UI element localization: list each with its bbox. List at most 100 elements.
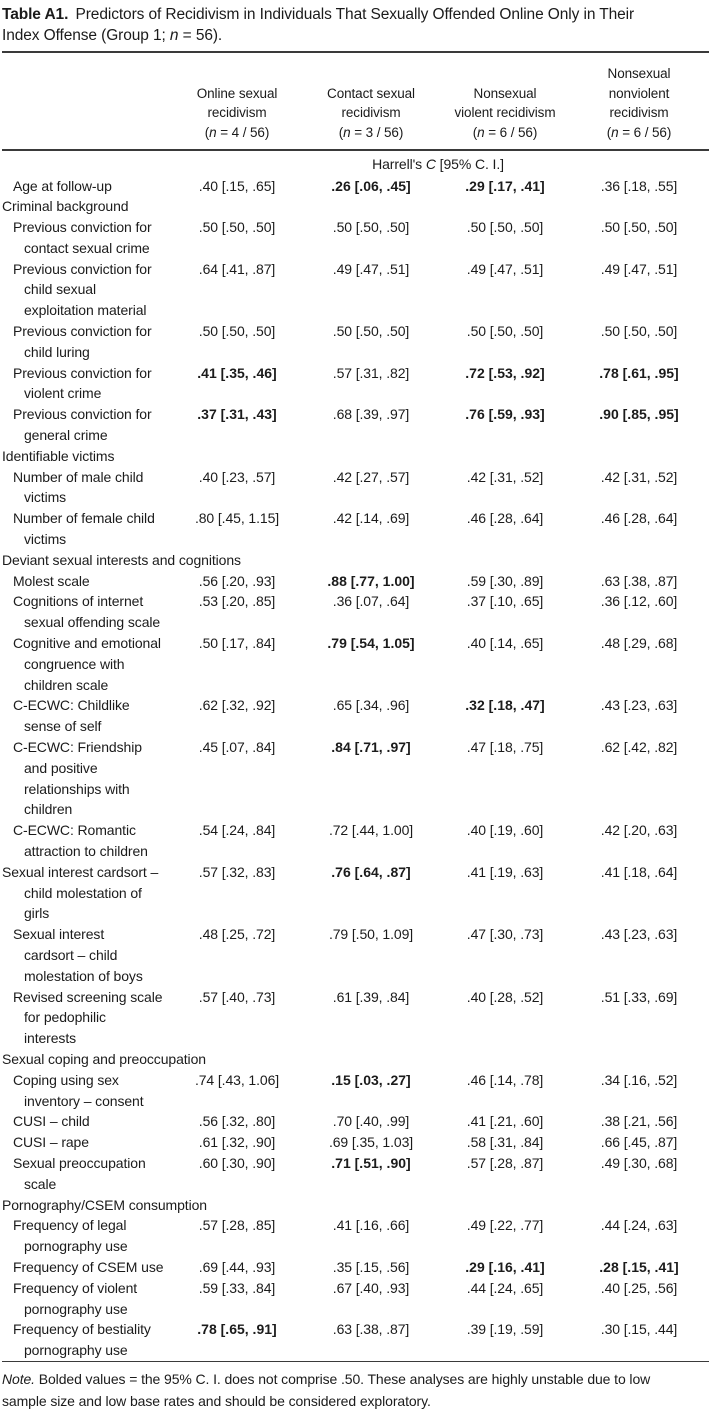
cell-contact-sexual-recidivism: .69 [.35, 1.03] (328, 1134, 414, 1151)
row-label: Coping using sex inventory – consent (13, 1071, 144, 1109)
cell-contact-sexual-recidivism: .63 [.38, .87] (332, 1321, 410, 1338)
header-rule (2, 149, 709, 151)
column-header-online-sexual-recidivism: Online sexual recidivism (n = 4 / 56) (170, 84, 304, 143)
cell-contact-sexual-recidivism: .36 [.07, .64] (332, 593, 410, 610)
cell-contact-sexual-recidivism: .41 [.16, .66] (332, 1217, 410, 1234)
cell-nonsexual-nonviolent-recidivism: .36 [.18, .55] (600, 177, 678, 194)
cell-online-sexual-recidivism: .50 [.17, .84] (198, 635, 276, 652)
table-row: Frequency of violent pornography use .59… (2, 1278, 709, 1320)
table-number-label: Table A1. (2, 6, 69, 23)
cell-contact-sexual-recidivism: .71 [.51, .90] (331, 1154, 411, 1171)
column-header-n: (n = 4 / 56) (204, 124, 270, 140)
cell-nonsexual-nonviolent-recidivism: .49 [.47, .51] (600, 260, 678, 277)
cell-nonsexual-violent-recidivism: .59 [.30, .89] (466, 572, 544, 589)
column-header-contact-sexual-recidivism: Contact sexual recidivism (n = 3 / 56) (304, 84, 438, 143)
table-row: Previous conviction for contact sexual c… (2, 217, 709, 259)
cell-nonsexual-violent-recidivism: .37 [.10, .65] (466, 593, 544, 610)
row-label: C-ECWC: Childlike sense of self (13, 697, 130, 735)
bottom-rule (2, 1360, 709, 1363)
cell-contact-sexual-recidivism: .57 [.31, .82] (332, 364, 410, 381)
row-label: Identifiable victims (2, 447, 115, 464)
cell-contact-sexual-recidivism: .79 [.50, 1.09] (328, 926, 414, 943)
row-label: CUSI – rape (13, 1134, 89, 1151)
row-label: Deviant sexual interests and cognitions (2, 551, 241, 568)
table-row: Pornography/CSEM consumption (2, 1195, 709, 1216)
table-row: Number of male child victims .40 [.23, .… (2, 467, 709, 509)
cell-nonsexual-violent-recidivism: .49 [.22, .77] (466, 1217, 544, 1234)
row-label: Frequency of legal pornography use (13, 1217, 128, 1255)
cell-nonsexual-nonviolent-recidivism: .48 [.29, .68] (600, 635, 678, 652)
table-title-text-end: = 56). (178, 27, 223, 44)
row-label: Revised screening scale for pedophilic i… (13, 988, 163, 1047)
cell-online-sexual-recidivism: .74 [.43, 1.06] (194, 1071, 280, 1088)
cell-nonsexual-nonviolent-recidivism: .62 [.42, .82] (600, 739, 678, 756)
column-header-label: Online sexual recidivism (196, 85, 278, 121)
cell-online-sexual-recidivism: .60 [.30, .90] (198, 1154, 276, 1171)
table-row: Previous conviction for general crime .3… (2, 404, 709, 446)
cell-online-sexual-recidivism: .40 [.15, .65] (198, 177, 276, 194)
table-row: Frequency of bestiality pornography use … (2, 1319, 709, 1361)
row-label: Number of male child victims (13, 468, 144, 506)
cell-nonsexual-nonviolent-recidivism: .38 [.21, .56] (600, 1113, 678, 1130)
cell-nonsexual-nonviolent-recidivism: .90 [.85, .95] (599, 406, 679, 423)
cell-nonsexual-violent-recidivism: .49 [.47, .51] (466, 260, 544, 277)
row-label: Frequency of bestiality pornography use (13, 1321, 151, 1359)
cell-online-sexual-recidivism: .48 [.25, .72] (198, 926, 276, 943)
cell-nonsexual-nonviolent-recidivism: .66 [.45, .87] (600, 1134, 678, 1151)
cell-contact-sexual-recidivism: .76 [.64, .87] (331, 863, 411, 880)
row-label: Cognitions of internet sexual offending … (13, 593, 161, 631)
table-row: C-ECWC: Friendship and positive relation… (2, 737, 709, 820)
table-row: Molest scale .56 [.20, .93] .88 [.77, 1.… (2, 571, 709, 592)
row-label: Previous conviction for child sexual exp… (13, 260, 152, 319)
table-row: Number of female child victims .80 [.45,… (2, 508, 709, 550)
cell-nonsexual-nonviolent-recidivism: .28 [.15, .41] (599, 1258, 679, 1275)
row-label: Pornography/CSEM consumption (2, 1196, 207, 1213)
cell-nonsexual-violent-recidivism: .29 [.17, .41] (465, 177, 545, 194)
cell-online-sexual-recidivism: .50 [.50, .50] (198, 323, 276, 340)
cell-online-sexual-recidivism: .45 [.07, .84] (198, 739, 276, 756)
cell-nonsexual-violent-recidivism: .40 [.14, .65] (466, 635, 544, 652)
table-row: C-ECWC: Childlike sense of self .62 [.32… (2, 695, 709, 737)
cell-nonsexual-nonviolent-recidivism: .30 [.15, .44] (600, 1321, 678, 1338)
cell-contact-sexual-recidivism: .67 [.40, .93] (332, 1279, 410, 1296)
cell-contact-sexual-recidivism: .79 [.54, 1.05] (327, 635, 415, 652)
cell-nonsexual-nonviolent-recidivism: .49 [.30, .68] (600, 1154, 678, 1171)
table-row: C-ECWC: Romantic attraction to children … (2, 820, 709, 862)
cell-contact-sexual-recidivism: .50 [.50, .50] (332, 323, 410, 340)
cell-nonsexual-nonviolent-recidivism: .50 [.50, .50] (600, 219, 678, 236)
cell-contact-sexual-recidivism: .42 [.14, .69] (332, 510, 410, 527)
table-row: Frequency of legal pornography use .57 [… (2, 1215, 709, 1257)
row-label: Previous conviction for general crime (13, 406, 152, 444)
cell-online-sexual-recidivism: .57 [.28, .85] (198, 1217, 276, 1234)
cell-nonsexual-violent-recidivism: .58 [.31, .84] (466, 1134, 544, 1151)
cell-online-sexual-recidivism: .56 [.20, .93] (198, 572, 276, 589)
cell-contact-sexual-recidivism: .26 [.06, .45] (331, 177, 411, 194)
cell-contact-sexual-recidivism: .15 [.03, .27] (331, 1071, 411, 1088)
top-rule (2, 51, 709, 53)
row-label: Criminal background (2, 198, 129, 215)
row-label: C-ECWC: Friendship and positive relation… (13, 739, 142, 818)
cell-nonsexual-nonviolent-recidivism: .46 [.28, .64] (600, 510, 678, 527)
cell-nonsexual-violent-recidivism: .47 [.30, .73] (466, 926, 544, 943)
cell-online-sexual-recidivism: .64 [.41, .87] (198, 260, 276, 277)
cell-nonsexual-nonviolent-recidivism: .41 [.18, .64] (600, 863, 678, 880)
row-label: Previous conviction for child luring (13, 323, 152, 360)
cell-contact-sexual-recidivism: .35 [.15, .56] (332, 1258, 410, 1275)
cell-nonsexual-violent-recidivism: .40 [.19, .60] (466, 822, 544, 839)
table-row: Age at follow-up .40 [.15, .65] .26 [.06… (2, 176, 709, 197)
cell-online-sexual-recidivism: .61 [.32, .90] (198, 1134, 276, 1151)
cell-online-sexual-recidivism: .56 [.32, .80] (198, 1113, 276, 1130)
cell-nonsexual-nonviolent-recidivism: .36 [.12, .60] (600, 593, 678, 610)
cell-contact-sexual-recidivism: .50 [.50, .50] (332, 219, 410, 236)
cell-nonsexual-violent-recidivism: .50 [.50, .50] (466, 219, 544, 236)
cell-nonsexual-nonviolent-recidivism: .43 [.23, .63] (600, 697, 678, 714)
table-row: Identifiable victims (2, 446, 709, 467)
cell-nonsexual-violent-recidivism: .42 [.31, .52] (466, 468, 544, 485)
column-header-label: Nonsexual violent recidivism (454, 85, 556, 121)
cell-nonsexual-nonviolent-recidivism: .78 [.61, .95] (599, 364, 679, 381)
cell-nonsexual-violent-recidivism: .41 [.19, .63] (466, 863, 544, 880)
table-row: Sexual interest cardsort – child molesta… (2, 924, 709, 986)
row-label: Molest scale (13, 572, 90, 589)
table-row: Sexual preoccupation scale .60 [.30, .90… (2, 1153, 709, 1195)
